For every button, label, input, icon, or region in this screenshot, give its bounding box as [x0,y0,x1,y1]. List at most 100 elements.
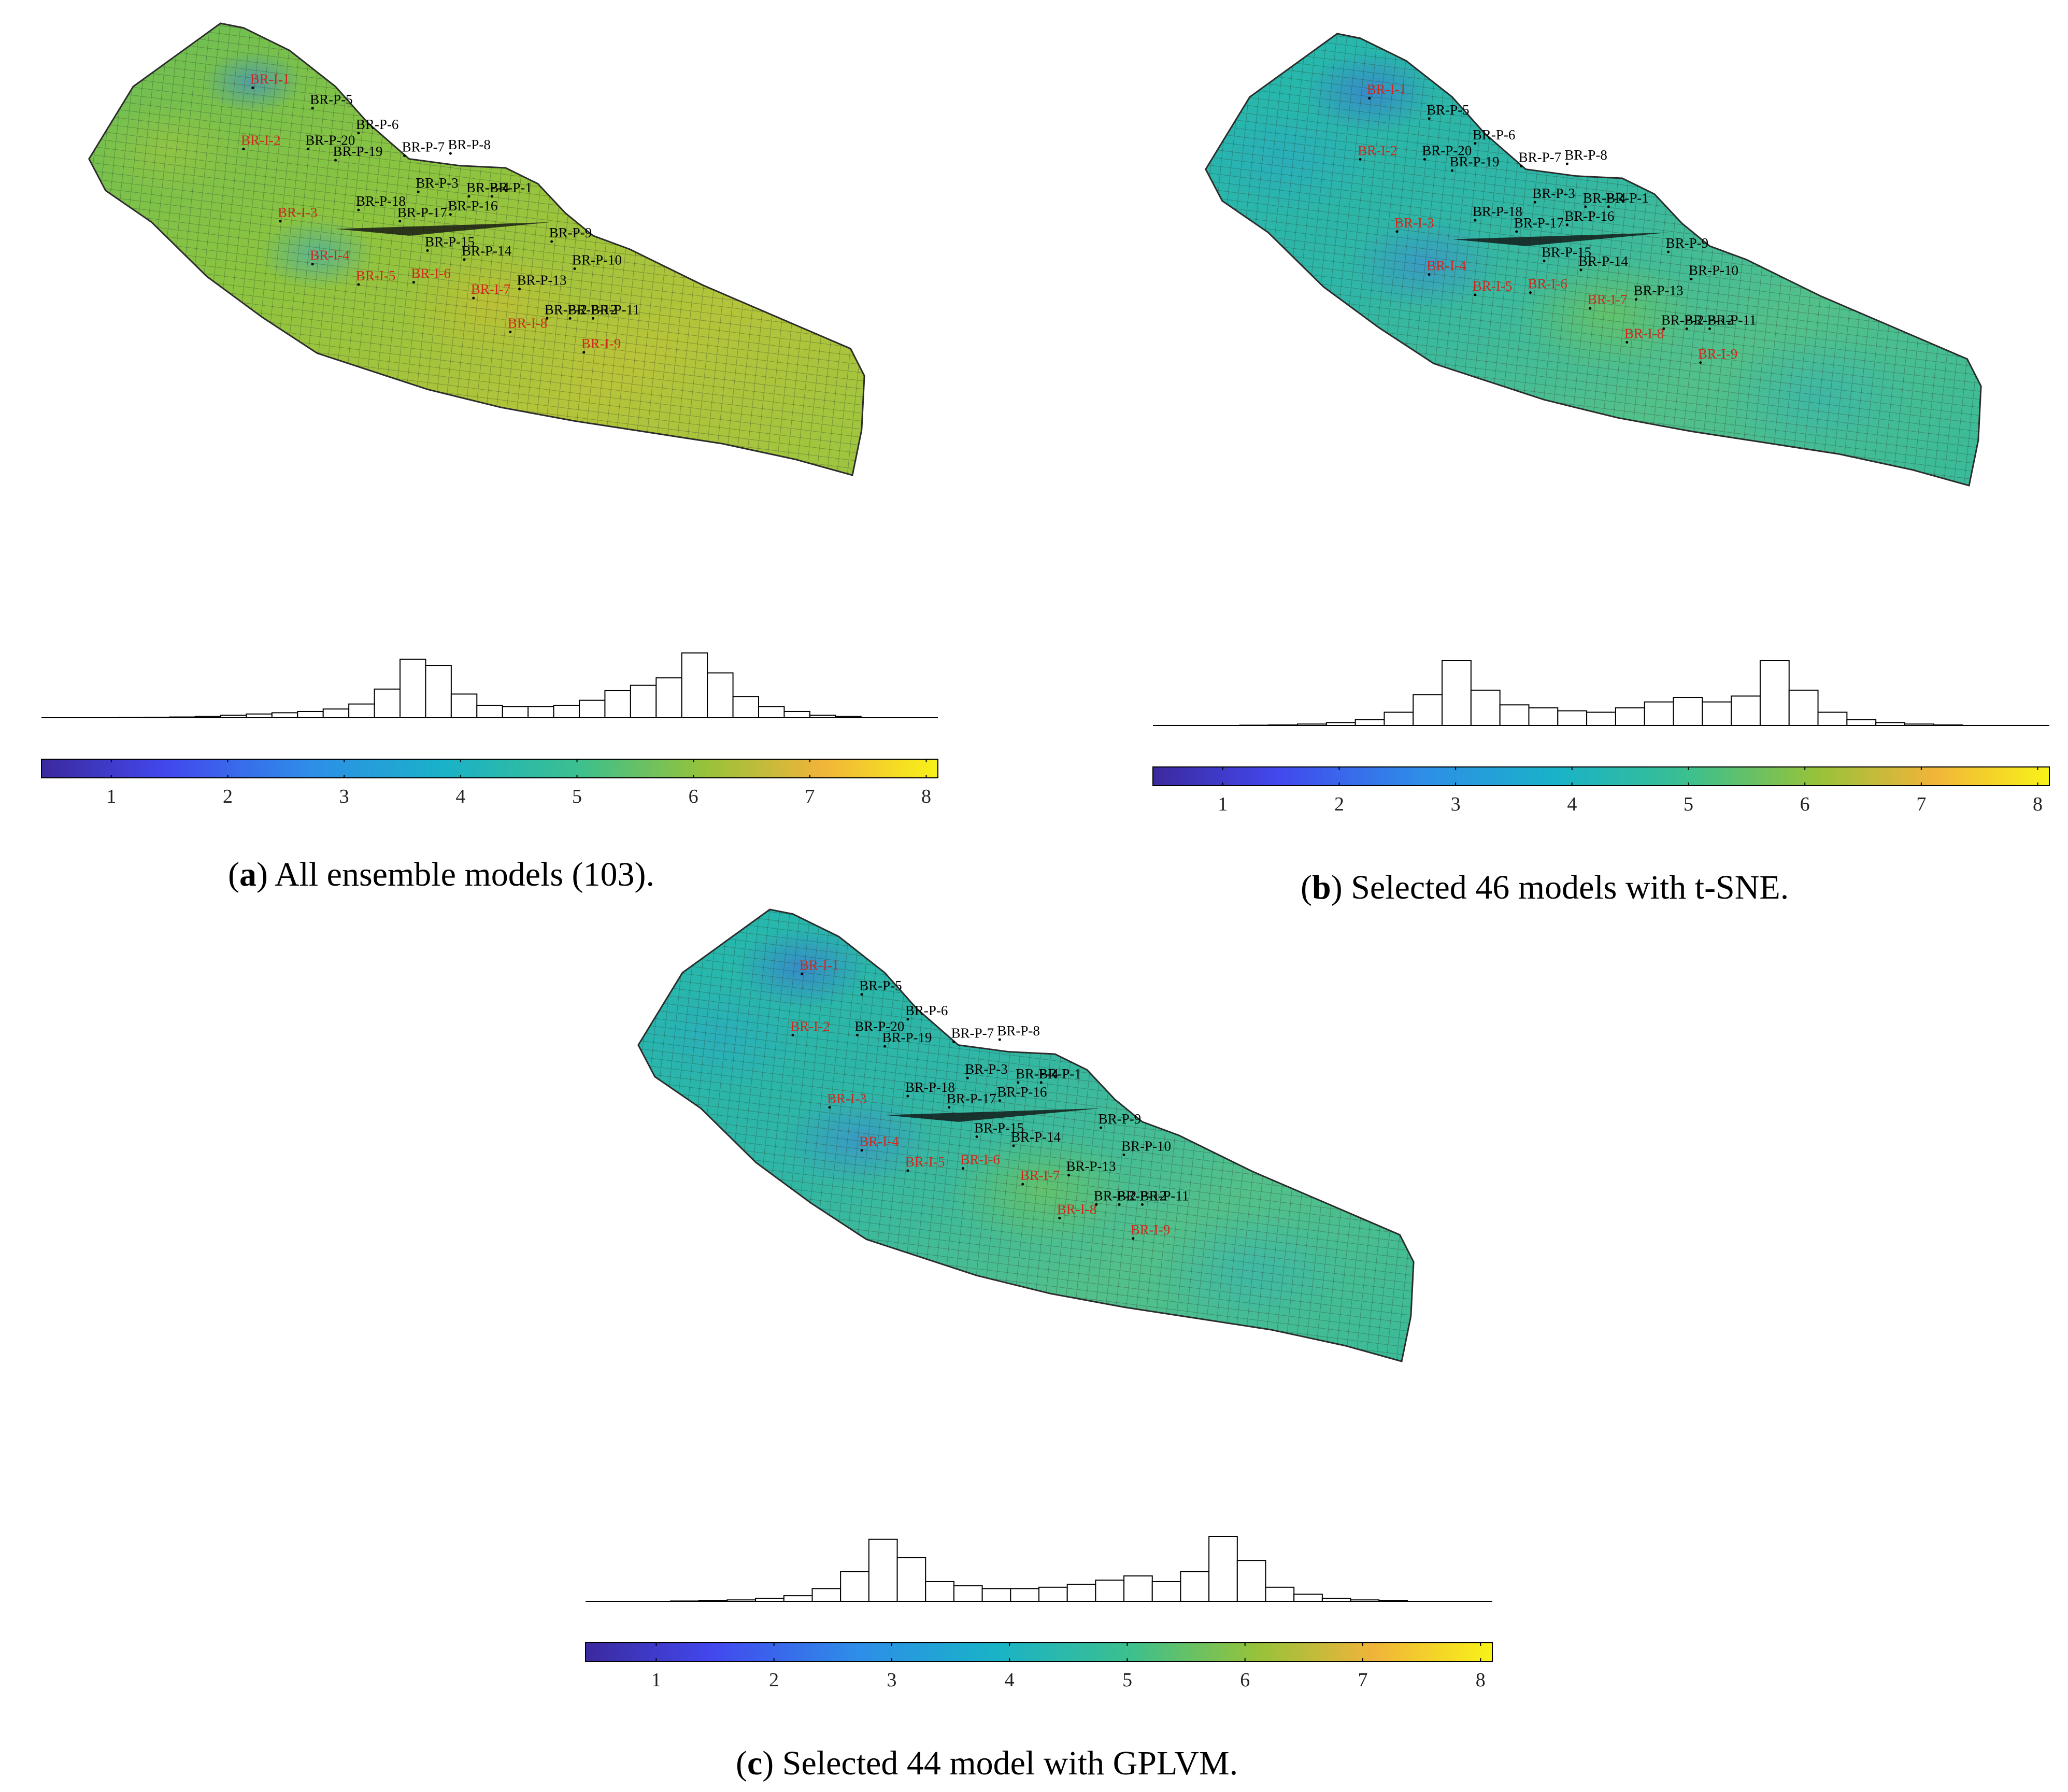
histogram-bar [840,1571,869,1602]
well-marker [403,154,406,157]
well-label-br-p-6: BR-P-6 [905,1003,948,1018]
well-marker [1132,1237,1135,1240]
well-label-br-i-7: BR-I-7 [1588,292,1628,307]
well-label-br-i-8: BR-I-8 [508,316,548,331]
histogram-bar [322,708,350,719]
well-label-br-p-16: BR-P-16 [448,198,497,214]
well-label-br-p-6: BR-P-6 [356,117,399,132]
histogram-bar [758,706,785,719]
well-label-br-p-18: BR-P-18 [905,1079,955,1095]
well-label-br-p-9: BR-P-9 [549,225,592,240]
well-marker [417,190,420,193]
histogram-bar [1702,701,1732,726]
histogram-a: 1 2 3 4 5 6 7 8 [41,652,938,807]
colorbar-tick-label: 2 [769,1669,779,1691]
caption-c-text: Selected 44 model with GPLVM. [782,1744,1238,1782]
histogram-bar [1846,719,1877,727]
histogram-bar [1010,1588,1039,1602]
histogram-bar [1442,660,1472,726]
histogram-bar [246,713,273,719]
histogram-bar [1208,1536,1238,1602]
well-marker [1529,291,1532,294]
well-label-br-p-12: BR-P-12 [1117,1188,1166,1203]
well-marker [1067,1174,1070,1177]
well-marker [791,1033,794,1036]
histogram-bar [1413,694,1443,727]
well-marker [1635,298,1637,301]
well-marker [1100,1126,1103,1129]
well-marker [463,258,466,261]
well-label-br-i-3: BR-I-3 [827,1091,867,1106]
well-label-br-p-7: BR-P-7 [402,139,445,154]
histogram-bar [1759,660,1790,726]
well-label-br-p-18: BR-P-18 [356,193,406,209]
well-label-br-p-9: BR-P-9 [1666,235,1709,251]
well-marker [998,1099,1001,1102]
histogram-bar [925,1581,954,1602]
colorbar-tick-label: 3 [887,1669,896,1691]
well-marker [279,220,282,223]
well-marker [518,288,521,291]
histogram-bar [1384,712,1414,727]
well-label-br-i-7: BR-I-7 [1020,1168,1060,1183]
well-label-br-p-19: BR-P-19 [333,144,383,159]
well-marker [1533,201,1536,204]
well-marker [546,317,549,320]
well-marker [306,147,309,150]
histogram-bar [1817,712,1848,727]
well-marker [883,1045,886,1048]
well-label-br-p-6: BR-P-6 [1473,127,1516,143]
well-label-br-p-20: BR-P-20 [1422,143,1472,158]
well-marker [906,1094,909,1098]
well-marker [1395,230,1399,233]
well-label-br-p-1: BR-P-1 [489,180,532,195]
well-marker [472,296,475,300]
well-label-br-p-13: BR-P-13 [1066,1159,1116,1174]
well-marker [906,1169,909,1172]
well-label-br-p-8: BR-P-8 [1564,147,1607,163]
well-label-br-p-7: BR-P-7 [1519,149,1562,165]
caption-b-letter: b [1311,869,1331,906]
reservoir-map-a: BR-I-1 BR-I-2 BR-I-3 BR-I-4 BR-I-5 BR-I-6 BR-I… [88,22,865,476]
well-label-br-p-11: BR-P-11 [591,302,640,317]
well-label-br-p-11: BR-P-11 [1140,1188,1189,1203]
well-marker [1625,341,1629,344]
well-marker [860,1149,863,1152]
well-label-br-p-3: BR-P-3 [416,175,459,191]
well-label-br-p-16: BR-P-16 [1564,208,1614,224]
well-marker [1368,97,1371,100]
well-marker [251,87,254,90]
well-marker [961,1167,964,1170]
well-label-br-p-1: BR-P-1 [1038,1066,1081,1082]
well-label-br-p-13: BR-P-13 [517,273,567,288]
histogram-bar [1095,1580,1125,1602]
histogram-bar [1354,719,1385,727]
well-marker [357,283,360,286]
well-marker [1685,327,1688,330]
well-label-br-p-5: BR-P-5 [310,92,353,107]
well-label-br-p-2: BR-P-2 [1661,312,1704,328]
well-label-br-i-8: BR-I-8 [1057,1202,1097,1217]
well-marker [1699,361,1702,364]
well-marker [426,249,429,252]
colorbar-tick-label: 1 [106,786,116,807]
well-label-br-i-1: BR-I-1 [800,958,839,973]
well-label-br-p-5: BR-P-5 [1427,102,1470,118]
well-marker [948,1106,951,1109]
well-label-br-p-5: BR-P-5 [859,978,902,993]
well-marker [860,993,863,996]
histogram-bar [297,710,324,719]
histogram-bar [953,1585,983,1602]
histogram-bar [783,710,810,719]
well-marker [509,331,512,334]
well-label-br-p-20: BR-P-20 [305,132,355,148]
well-marker [1021,1183,1024,1186]
well-label-br-i-5: BR-I-5 [905,1154,945,1170]
histogram-bar [1499,704,1530,727]
well-marker [1017,1081,1020,1084]
histogram-b: 1 2 3 4 5 6 7 8 [1152,660,2050,815]
well-marker [1474,293,1477,296]
well-marker [1423,158,1426,161]
histogram-bar [783,1595,813,1602]
well-marker [1708,327,1711,330]
